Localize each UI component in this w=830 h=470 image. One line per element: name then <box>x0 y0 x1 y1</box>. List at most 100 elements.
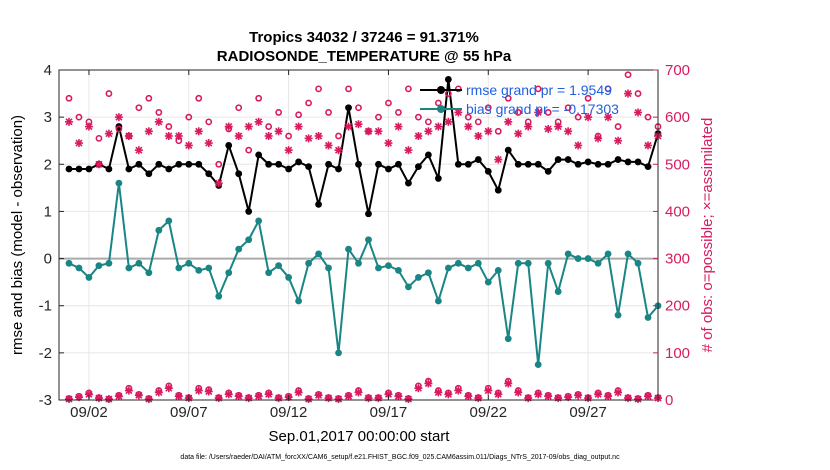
bias-point <box>295 297 302 305</box>
obs-assimilated-marker <box>64 395 73 404</box>
obs-assimilated-marker <box>584 113 593 122</box>
rmse-point <box>135 160 143 168</box>
rmse-point <box>305 163 312 171</box>
obs-assimilated-marker <box>244 394 253 403</box>
rmse-point <box>195 160 203 168</box>
obs-assimilated-marker <box>244 122 253 131</box>
rmse-point <box>614 156 622 163</box>
chart-title-line1: Tropics 34032 / 37246 = 91.371% <box>249 29 479 46</box>
bias-point <box>355 259 362 267</box>
bias-point <box>534 361 542 369</box>
rmse-point <box>405 179 412 187</box>
bias-point <box>125 264 133 272</box>
rmse-point <box>75 165 83 173</box>
bias-point <box>494 266 502 274</box>
obs-assimilated-marker <box>94 160 103 169</box>
obs-assimilated-marker <box>194 127 203 136</box>
obs-assimilated-marker <box>114 392 123 401</box>
rmse-point <box>185 160 193 168</box>
obs-assimilated-marker <box>594 390 603 399</box>
obs-assimilated-marker <box>304 134 313 143</box>
legend: rmse grand pr = 1.9549 bias grand pr = -… <box>420 82 619 117</box>
obs-assimilated-marker <box>504 379 513 388</box>
y-tick-label-left: 3 <box>44 109 52 126</box>
rmse-point <box>554 156 562 163</box>
obs-possible-marker <box>405 85 412 93</box>
bias-point <box>95 262 103 270</box>
rmse-point <box>155 160 163 168</box>
plot-area <box>59 70 658 400</box>
obs-assimilated-marker <box>134 391 143 400</box>
rmse-point <box>105 165 113 173</box>
obs-possible-marker <box>245 146 253 154</box>
obs-assimilated-marker <box>294 122 303 131</box>
y-tick-label-right: 300 <box>665 251 690 268</box>
obs-possible-marker <box>235 104 243 112</box>
bias-point <box>385 262 392 270</box>
obs-assimilated-marker <box>214 394 223 403</box>
obs-assimilated-marker <box>494 390 503 399</box>
obs-assimilated-marker <box>84 122 93 131</box>
rmse-point <box>434 175 442 182</box>
y-tick-label-right: 500 <box>665 156 690 173</box>
bias-point <box>415 274 422 281</box>
rmse-point <box>395 160 402 168</box>
obs-assimilated-marker <box>414 132 423 140</box>
obs-possible-marker <box>335 132 342 140</box>
obs-assimilated-marker <box>344 392 353 401</box>
obs-assimilated-marker <box>644 141 653 150</box>
rmse-point <box>65 165 73 173</box>
bias-point <box>285 274 293 281</box>
obs-assimilated-marker <box>204 139 213 148</box>
obs-assimilated-marker <box>154 117 163 126</box>
obs-assimilated-marker <box>524 122 533 131</box>
bias-point <box>155 226 163 234</box>
obs-assimilated-marker <box>354 388 363 397</box>
obs-assimilated-marker <box>594 134 603 143</box>
obs-assimilated-marker <box>324 394 333 403</box>
obs-assimilated-marker <box>224 122 233 131</box>
obs-possible-marker <box>514 109 522 116</box>
obs-assimilated-marker <box>254 117 263 126</box>
y-tick-label-left: -2 <box>39 345 52 362</box>
rmse-point <box>335 165 342 173</box>
bias-point <box>175 264 183 272</box>
obs-assimilated-marker <box>434 388 443 397</box>
rmse-point <box>385 165 392 173</box>
obs-assimilated-marker <box>484 386 493 395</box>
obs-possible-marker <box>275 109 283 116</box>
obs-assimilated-marker <box>494 155 503 164</box>
obs-assimilated-marker <box>464 392 473 401</box>
bias-point <box>644 314 652 321</box>
legend-rmse-label: rmse grand pr = 1.9549 <box>466 82 612 98</box>
obs-assimilated-marker <box>224 390 233 399</box>
rmse-point <box>205 170 213 178</box>
obs-assimilated-marker <box>574 391 583 400</box>
rmse-point <box>494 186 502 194</box>
obs-assimilated-marker <box>264 132 273 140</box>
obs-possible-marker <box>145 94 153 102</box>
rmse-point <box>624 158 632 166</box>
obs-assimilated-marker <box>334 395 343 404</box>
data-file-footnote: data file: /Users/raeder/DAI/ATM_forcXX/… <box>180 454 620 461</box>
obs-possible-marker <box>424 118 432 126</box>
x-tick-label: 09/27 <box>569 404 607 421</box>
obs-assimilated-marker <box>524 394 533 403</box>
obs-possible-marker <box>255 94 263 102</box>
obs-assimilated-marker <box>164 132 173 140</box>
bias-point <box>265 269 273 277</box>
obs-assimilated-marker <box>254 392 263 401</box>
obs-assimilated-marker <box>94 394 103 403</box>
obs-assimilated-marker <box>194 386 203 395</box>
obs-assimilated-marker <box>174 132 183 140</box>
y-axis-label-right: # of obs: o=possible; ×=assimilated <box>699 118 716 353</box>
legend-rmse-marker <box>437 86 445 94</box>
obs-assimilated-marker <box>514 388 523 397</box>
series-layer <box>64 71 662 404</box>
bias-point <box>145 269 153 277</box>
rmse-point <box>454 160 462 168</box>
x-tick-label: 09/22 <box>470 404 508 421</box>
obs-assimilated-marker <box>104 129 113 138</box>
bias-point <box>75 264 83 272</box>
bias-point <box>514 259 522 267</box>
